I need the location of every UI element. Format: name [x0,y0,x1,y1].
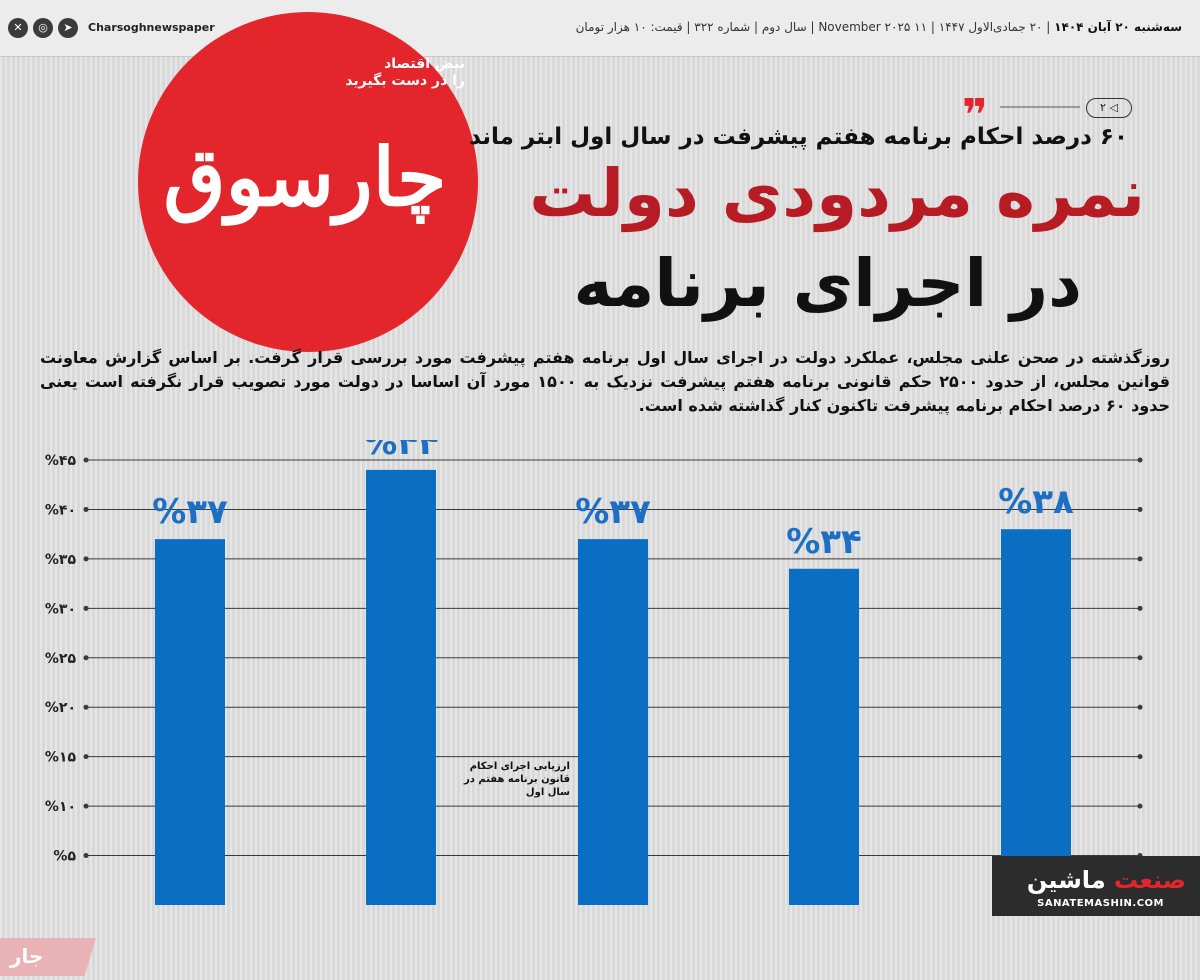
watermark-name: صنعت ماشین [1026,866,1186,894]
gridline-dot [83,655,89,661]
social-handle: Charsoghnewspaper [88,21,215,34]
headline-line-1: نمره مردودی دولت [529,155,1145,232]
bar-chart: %۵%۱۰%۱۵%۲۰%۲۵%۳۰%۳۵%۴۰%۴۵%۳۷امور زیربنا… [45,440,1143,905]
gridline-dot [83,803,89,809]
y-tick-label: %۱۵ [45,750,77,766]
bar-value-label: %۴۴ [363,440,439,463]
logo-slogan: نبض اقتصاد را در دست بگیرید [275,56,465,90]
bar [1001,529,1071,905]
bar [155,539,225,905]
dateline-day: سه‌شنبه ۲۰ آبان ۱۴۰۴ [1054,20,1182,34]
bar [366,469,436,905]
y-tick-label: %۴۵ [45,453,77,469]
telegram-icon[interactable]: ➤ [58,18,78,38]
gridline-dot [83,704,89,710]
gridline-dot [1137,803,1143,809]
instagram-icon[interactable]: ◎ [33,18,53,38]
gridline-dot [83,754,89,760]
y-tick-label: %۳۰ [45,601,76,617]
chart-note: ارزیابی اجرای احکام قانون برنامه هفتم در… [464,761,570,798]
y-tick-label: %۵ [53,849,76,865]
quote-icon: ❞ [962,90,988,141]
headline-line-2: در اجرای برنامه [573,245,1082,322]
gridline-dot [1137,754,1143,760]
gridline-dot [83,556,89,562]
divider [1000,106,1080,108]
x-icon[interactable]: ✕ [8,18,28,38]
bar-value-label: %۳۷ [575,492,651,532]
gridline-dot [1137,704,1143,710]
bar [578,539,648,905]
gridline-dot [1137,605,1143,611]
social-links: ✕ ◎ ➤ [8,18,78,38]
kicker: ۶۰ درصد احکام برنامه هفتم پیشرفت در سال … [469,124,1128,150]
gridline-dot [1137,655,1143,661]
bar-value-label: %۳۴ [786,522,862,562]
gridline-dot [1137,556,1143,562]
top-bar: ✕ ◎ ➤ Charsoghnewspaper سه‌شنبه ۲۰ آبان … [0,0,1200,57]
bar [789,568,859,905]
slogan-line-1: نبض اقتصاد [384,56,465,72]
gridline-dot [1137,506,1143,512]
gridline-dot [83,853,89,859]
y-tick-label: %۳۵ [45,552,77,568]
gridline-dot [83,605,89,611]
section-tab-label: جار [10,944,44,968]
watermark-url: SANATEMASHIN.COM [1037,898,1164,909]
y-tick-label: %۲۵ [45,651,77,667]
bar-value-label: %۳۸ [998,482,1074,522]
slogan-line-2: را در دست بگیرید [345,73,465,89]
page-number: ۲ ◁ [1086,98,1132,118]
lead-paragraph: روزگذشته در صحن علنی مجلس، عملکرد دولت د… [40,348,1170,415]
gridline-dot [83,457,89,463]
dateline-details: ۲۰ جمادی‌الاول ۱۴۴۷ | ۱۱ November ۲۰۲۵ |… [575,20,1043,34]
y-tick-label: %۴۰ [45,502,76,518]
bar-value-label: %۳۷ [152,492,228,532]
dateline: سه‌شنبه ۲۰ آبان ۱۴۰۴ | ۲۰ جمادی‌الاول ۱۴… [575,20,1182,34]
logo-wordmark: چارسوق [163,130,447,224]
gridline-dot [1137,457,1143,463]
gridline-dot [83,506,89,512]
y-tick-label: %۲۰ [45,700,76,716]
y-tick-label: %۱۰ [45,799,76,815]
newspaper-logo [138,12,478,352]
section-tab: جار [0,938,96,976]
watermark: صنعت ماشین SANATEMASHIN.COM [992,856,1200,916]
